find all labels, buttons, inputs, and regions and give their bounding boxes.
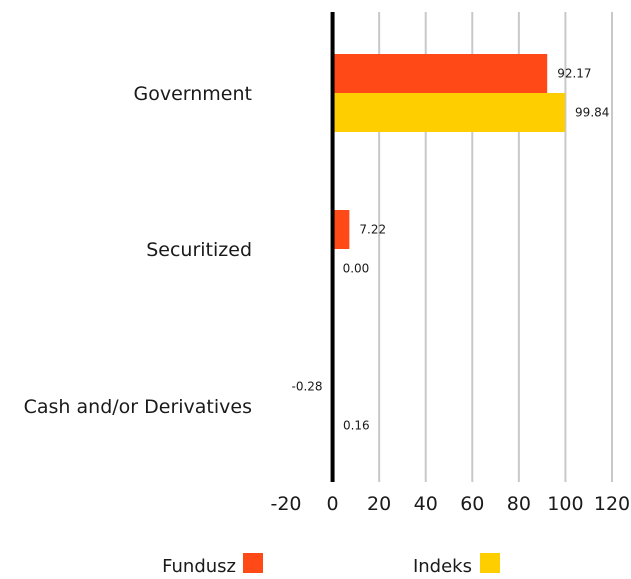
category-label: Securitized: [146, 239, 252, 261]
data-label: 92.17: [557, 67, 591, 81]
x-tick-label: 80: [507, 493, 531, 515]
data-label: 99.84: [575, 106, 609, 120]
data-label: -0.28: [292, 380, 323, 394]
x-tick-label: 60: [460, 493, 484, 515]
bar-fundusz: [332, 54, 548, 93]
category-label: Cash and/or Derivatives: [24, 396, 252, 418]
x-tick-label: 0: [327, 493, 339, 515]
x-tick-label: 100: [547, 493, 583, 515]
category-label: Government: [134, 83, 253, 105]
legend-label: Indeks: [413, 556, 472, 577]
data-label: 0.16: [343, 419, 370, 433]
x-tick-label: 40: [414, 493, 438, 515]
data-label: 0.00: [343, 262, 370, 276]
legend-label: Fundusz: [162, 556, 236, 577]
bar-layer: [331, 54, 566, 406]
legend-swatch: [243, 553, 263, 573]
bar-indeks: [332, 93, 566, 132]
axis-layer: -20 0 20 40 60 80 100 120: [270, 12, 630, 515]
bar-fundusz: [332, 210, 350, 249]
legend: Fundusz Indeks: [162, 553, 500, 577]
legend-swatch: [480, 553, 500, 573]
x-tick-label: 20: [367, 493, 391, 515]
x-tick-label: -20: [270, 493, 301, 515]
label-layer: Government Securitized Cash and/or Derivat…: [24, 67, 610, 433]
x-tick-label: 120: [594, 493, 630, 515]
data-label: 7.22: [359, 223, 386, 237]
